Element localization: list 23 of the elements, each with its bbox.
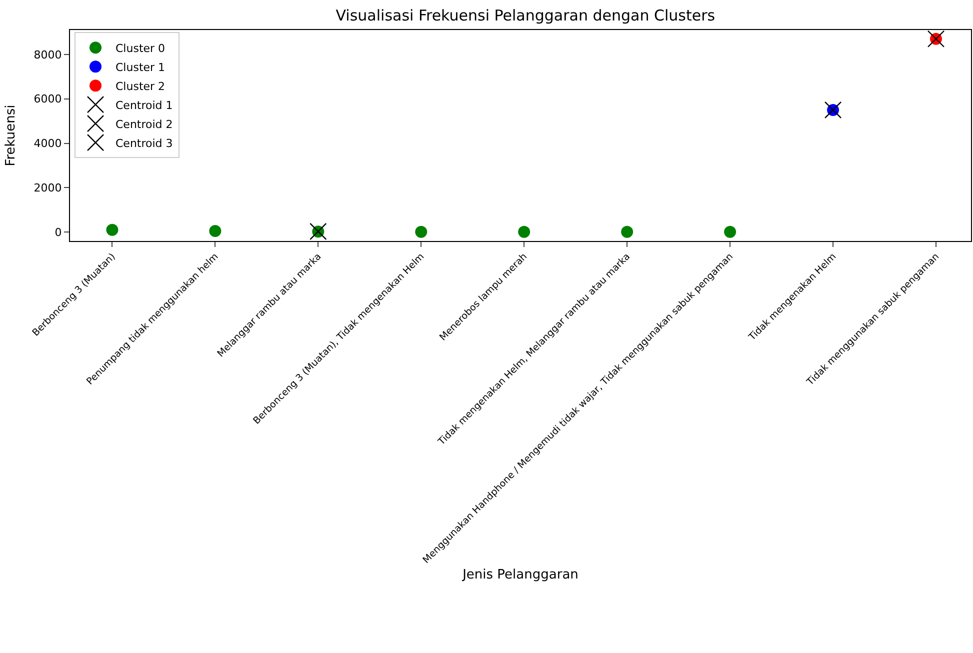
point — [724, 226, 736, 238]
point — [621, 226, 634, 238]
y-axis-title: Frekuensi — [4, 104, 19, 166]
point — [106, 224, 118, 236]
chart-title: Visualisasi Frekuensi Pelanggaran dengan Clusters — [336, 6, 716, 24]
y-tick-label: 0 — [54, 226, 62, 239]
point — [415, 226, 428, 238]
y-tick-label: 6000 — [34, 92, 62, 106]
legend-label: Cluster 2 — [116, 80, 166, 93]
legend-label: Centroid 1 — [116, 98, 173, 112]
y-tick-label: 8000 — [34, 48, 62, 62]
y-tick-label: 4000 — [34, 137, 62, 150]
legend-label: Centroid 2 — [116, 118, 173, 131]
legend-label: Centroid 3 — [116, 136, 173, 150]
point — [518, 226, 530, 238]
legend-label: Cluster 0 — [116, 42, 166, 55]
point — [209, 225, 222, 238]
point — [824, 101, 842, 119]
point — [927, 30, 945, 48]
y-tick-label: 2000 — [34, 182, 62, 195]
legend-label: Cluster 1 — [116, 60, 166, 74]
point — [310, 222, 327, 240]
x-axis-title: Jenis Pelanggaran — [462, 567, 578, 582]
